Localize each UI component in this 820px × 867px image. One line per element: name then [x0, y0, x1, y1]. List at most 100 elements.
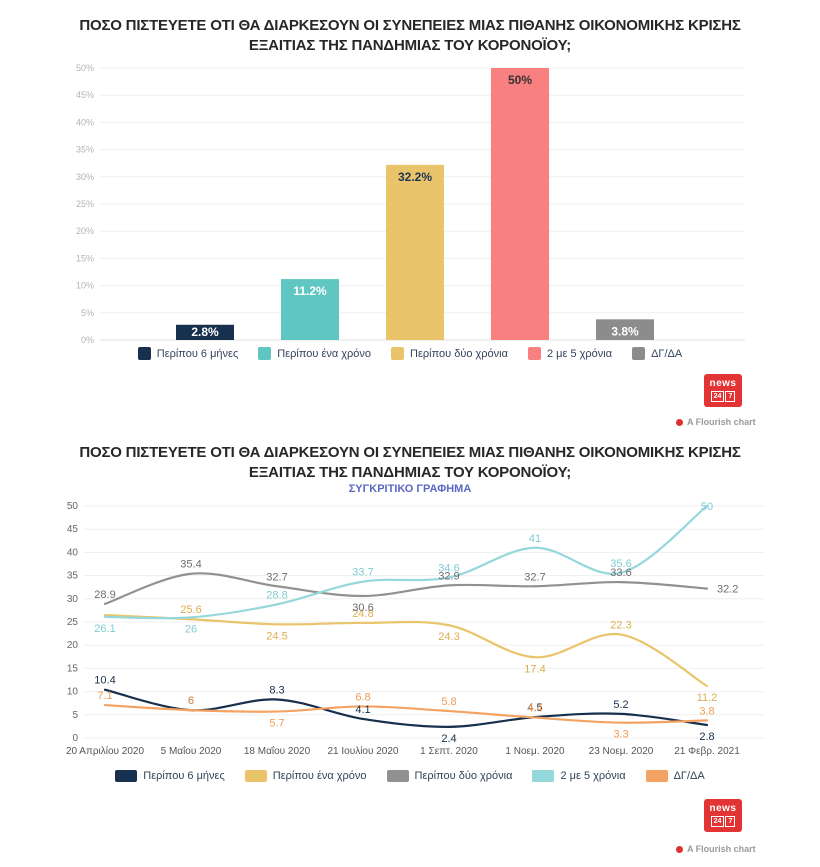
legend-item: ΔΓ/ΔΑ [645, 770, 705, 782]
legend-swatch [527, 347, 541, 360]
point-value-label: 2.8 [699, 731, 714, 743]
bar-chart-legend: Περίπου 6 μήνες Περίπου ένα χρόνο Περίπου … [0, 347, 820, 360]
point-value-label: 28.9 [94, 589, 115, 601]
point-value-label: 26 [185, 623, 197, 635]
y-axis-tick-label: 30% [76, 172, 94, 182]
y-axis-tick-label: 30 [67, 594, 79, 605]
logo-box-7: 7 [725, 816, 736, 827]
logo-box-24: 24 [710, 391, 725, 402]
point-value-label: 4.5 [527, 702, 542, 714]
point-value-label: 32.7 [524, 571, 545, 583]
y-axis-tick-label: 25 [67, 617, 79, 628]
legend-swatch [391, 347, 405, 360]
y-axis-tick-label: 15% [76, 253, 94, 263]
x-axis-tick-label: 18 Μαΐου 2020 [244, 745, 311, 757]
y-axis-tick-label: 45% [76, 90, 94, 100]
y-axis-tick-label: 25% [76, 199, 94, 209]
series-line [103, 572, 709, 606]
legend-swatch [532, 770, 555, 782]
logo-text-news: news [709, 803, 737, 814]
logo-box-7: 7 [725, 391, 736, 402]
point-value-label: 41 [529, 533, 541, 545]
y-axis-tick-label: 15 [67, 663, 79, 674]
line-chart-subtitle: ΣΥΓΚΡΙΤΙΚΟ ΓΡΑΦΗΜΑ [348, 483, 472, 495]
legend-label: ΔΓ/ΔΑ [673, 770, 705, 782]
x-axis-tick-label: 20 Απριλίου 2020 [66, 745, 145, 757]
legend-label: Περίπου ένα χρόνο [277, 347, 372, 360]
bar-value-label: 50% [508, 73, 532, 87]
news247-logo: news 24 7 [704, 374, 742, 407]
y-axis-tick-label: 5 [72, 710, 78, 721]
point-value-label: 32.9 [438, 570, 459, 582]
bar [281, 279, 339, 340]
x-axis-tick-label: 1 Σεπτ. 2020 [420, 746, 478, 757]
legend-swatch [632, 347, 646, 360]
y-axis-tick-label: 40% [76, 117, 94, 127]
line-chart-legend: Περίπου 6 μήνες Περίπου ένα χρόνο Περίπου … [0, 770, 820, 782]
legend-swatch [645, 770, 668, 782]
point-value-label: 32.2 [717, 584, 738, 596]
logo-247: 24 7 [710, 391, 736, 402]
legend-label: Περίπου δύο χρόνια [414, 770, 513, 782]
bar [596, 319, 654, 340]
flourish-attribution-label: A Flourish chart [687, 417, 756, 427]
legend-item: Περίπου ένα χρόνο [258, 347, 371, 360]
y-axis-tick-label: 45 [67, 524, 79, 535]
point-value-label: 10.4 [94, 675, 115, 687]
x-axis-tick-label: 5 Μαΐου 2020 [161, 745, 222, 757]
legend-label: 2 με 5 χρόνια [546, 347, 613, 360]
bar-value-label: 32.2% [398, 170, 432, 184]
flourish-dot-icon [676, 418, 683, 426]
point-value-label: 22.3 [610, 620, 631, 632]
y-axis-tick-label: 35 [67, 571, 79, 582]
legend-swatch [115, 770, 138, 782]
point-value-label: 24.8 [352, 608, 373, 620]
x-axis-tick-label: 21 Φεβρ. 2021 [674, 746, 740, 757]
x-axis-tick-label: 21 Ιουλίου 2020 [328, 745, 399, 757]
point-value-label: 4.4 [527, 703, 542, 715]
point-value-label: 26.1 [94, 623, 115, 635]
point-value-label: 4.1 [355, 704, 370, 716]
legend-label: Περίπου 6 μήνες [143, 770, 225, 782]
bar [386, 164, 444, 340]
y-axis-tick-label: 10% [76, 281, 94, 291]
legend-item: Περίπου ένα χρόνο [244, 770, 367, 782]
point-value-label: 5.2 [613, 699, 628, 711]
y-axis-tick-label: 20 [67, 640, 79, 651]
point-value-label: 34.6 [438, 562, 459, 574]
logo-text-news: news [709, 378, 737, 389]
y-axis-tick-label: 50% [76, 63, 94, 73]
bar-value-label: 11.2% [293, 284, 327, 298]
legend-item: ΔΓ/ΔΑ [632, 347, 682, 360]
series-line [103, 703, 709, 724]
x-axis-tick-label: 1 Νοεμ. 2020 [505, 746, 565, 757]
flourish-attribution[interactable]: A Flourish chart [676, 417, 756, 427]
legend-swatch [386, 770, 409, 782]
legend-label: Περίπου ένα χρόνο [272, 770, 367, 782]
legend-label: Περίπου 6 μήνες [156, 347, 239, 360]
point-value-label: 2.4 [441, 733, 456, 745]
bar-chart: 0% 5% 10% 15% 20% 25% 30% 35% 40% 45% 50% 2.8% 11.2%… [76, 63, 745, 345]
bar-chart-title: ΠΟΣΟ ΠΙΣΤΕΥΕΤΕ ΟΤΙ ΘΑ ΔΙΑΡΚΕΣΟΥΝ ΟΙ ΣΥΝΕ… [79, 17, 741, 54]
news247-logo: news 24 7 [704, 799, 742, 832]
point-value-label: 3.3 [613, 729, 628, 741]
point-value-label: 24.3 [438, 631, 459, 643]
y-axis-tick-label: 35% [76, 145, 94, 155]
legend-item: Περίπου δύο χρόνια [391, 347, 508, 360]
legend-label: ΔΓ/ΔΑ [651, 347, 683, 360]
y-axis-tick-label: 10 [67, 687, 79, 698]
flourish-attribution[interactable]: A Flourish chart [676, 844, 756, 854]
point-value-label: 8.3 [269, 684, 284, 696]
logo-247: 24 7 [710, 816, 736, 827]
legend-item: Περίπου 6 μήνες [115, 770, 225, 782]
bar [176, 324, 234, 340]
legend-swatch [244, 770, 267, 782]
y-axis-tick-label: 0% [81, 335, 94, 345]
line-chart: 0 5 10 15 20 25 30 35 40 45 50 20 Απριλίου 2020 5 Μα… [66, 501, 764, 757]
point-value-label: 17.4 [524, 663, 545, 675]
legend-swatch [258, 347, 272, 360]
legend-item: Περίπου δύο χρόνια [386, 770, 513, 782]
bar-value-label: 3.8% [611, 324, 639, 338]
legend-item: 2 με 5 χρόνια [532, 770, 626, 782]
